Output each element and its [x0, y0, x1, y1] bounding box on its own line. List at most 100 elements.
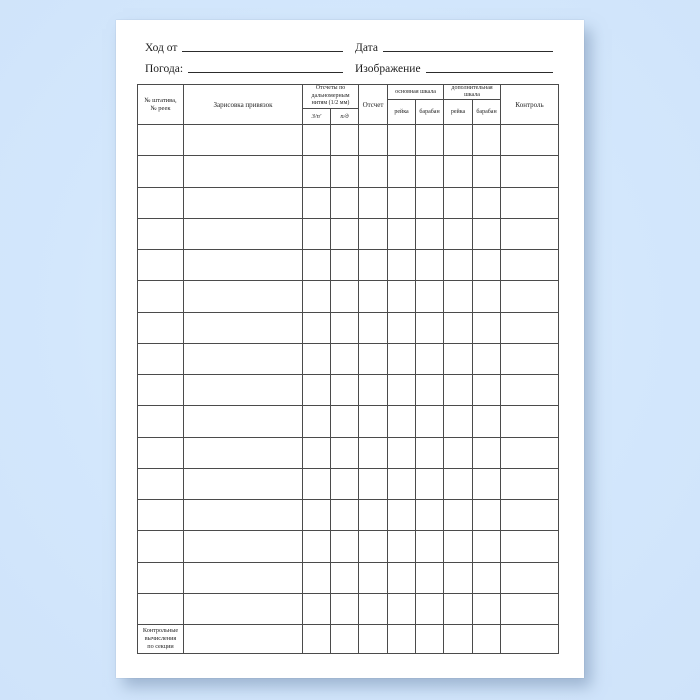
body-cell: [472, 467, 502, 501]
body-cell: [415, 373, 445, 407]
body-cell: [500, 186, 560, 219]
body-cell: [302, 155, 331, 188]
body-cell: [302, 592, 331, 626]
body-row: [137, 530, 560, 563]
body-cell: [358, 155, 389, 188]
col-header-sketch: Зарисовка привязок: [183, 84, 303, 125]
leveling-journal-table: № штатива, № реек Зарисовка привязок Отс…: [137, 84, 560, 654]
footer-cell: [302, 624, 331, 654]
body-cell: [500, 280, 560, 313]
body-cell: [500, 123, 560, 157]
body-cell: [302, 373, 331, 407]
footer-label-cell: Контрольные вычисления по секции: [137, 624, 184, 654]
body-cell: [137, 155, 184, 188]
body-row: [137, 186, 560, 219]
body-cell: [302, 311, 331, 344]
body-cell: [443, 342, 474, 376]
footer-cell: [329, 624, 360, 654]
body-cell: [443, 436, 474, 469]
body-cell: [329, 373, 360, 407]
body-cell: [358, 186, 389, 219]
body-cell: [500, 405, 560, 438]
col-header-stadia-group: Отсчеты по дальномерным нитям (1/2 мм): [301, 84, 360, 109]
footer-row: Контрольные вычисления по секции: [137, 624, 560, 654]
field-image-label: Изображение: [355, 63, 421, 75]
field-date-blank-line: [382, 50, 553, 52]
body-cell: [302, 186, 331, 219]
body-cell: [443, 561, 474, 594]
body-cell: [137, 280, 184, 313]
body-cell: [387, 436, 417, 469]
body-cell: [500, 530, 560, 563]
body-cell: [329, 123, 360, 157]
body-row: [137, 311, 560, 344]
body-cell: [137, 311, 184, 344]
body-cell: [183, 467, 303, 501]
journal-sheet: Ход от Дата Погода: Изображение № штатив…: [116, 20, 584, 678]
body-cell: [443, 530, 474, 563]
body-cell: [415, 123, 445, 157]
body-cell: [137, 217, 184, 251]
body-cell: [329, 248, 360, 282]
body-cell: [183, 280, 303, 313]
body-cell: [443, 311, 474, 344]
body-row: [137, 342, 560, 376]
body-cell: [302, 248, 331, 282]
body-cell: [358, 248, 389, 282]
body-cell: [500, 373, 560, 407]
body-cell: [137, 498, 184, 532]
body-row: [137, 123, 560, 157]
body-row: [137, 436, 560, 469]
body-cell: [443, 123, 474, 157]
body-cell: [387, 592, 417, 626]
body-cell: [472, 436, 502, 469]
col-header-main-rail: рейка: [387, 99, 417, 125]
body-cell: [137, 467, 184, 501]
body-cell: [472, 186, 502, 219]
body-cell: [500, 311, 560, 344]
body-cell: [302, 436, 331, 469]
body-cell: [183, 155, 303, 188]
body-cell: [472, 217, 502, 251]
col-header-control: Контроль: [500, 84, 560, 125]
body-cell: [387, 311, 417, 344]
body-cell: [472, 342, 502, 376]
body-cell: [415, 530, 445, 563]
body-cell: [329, 467, 360, 501]
col-header-station: № штатива, № реек: [137, 84, 184, 125]
body-cell: [358, 592, 389, 626]
body-cell: [415, 186, 445, 219]
body-cell: [137, 592, 184, 626]
body-cell: [302, 280, 331, 313]
body-cell: [387, 373, 417, 407]
body-cell: [500, 155, 560, 188]
footer-cell: [183, 624, 303, 654]
body-cell: [358, 217, 389, 251]
footer-cell: [443, 624, 474, 654]
body-cell: [137, 530, 184, 563]
body-cell: [415, 311, 445, 344]
body-cell: [472, 405, 502, 438]
body-cell: [329, 498, 360, 532]
field-image: Изображение: [355, 62, 553, 75]
body-cell: [302, 530, 331, 563]
body-cell: [387, 342, 417, 376]
body-cell: [302, 123, 331, 157]
body-cell: [183, 123, 303, 157]
body-cell: [415, 592, 445, 626]
body-cell: [302, 342, 331, 376]
col-header-stadia-back: З/п′: [302, 108, 331, 125]
field-date-label: Дата: [355, 42, 378, 54]
body-cell: [137, 123, 184, 157]
body-cell: [443, 498, 474, 532]
body-cell: [472, 248, 502, 282]
col-header-extra-rail: рейка: [443, 99, 474, 125]
body-cell: [387, 405, 417, 438]
body-cell: [443, 280, 474, 313]
col-header-extra-scale-group: дополнительная шкала: [443, 84, 502, 100]
body-cell: [358, 561, 389, 594]
body-cell: [358, 467, 389, 501]
body-cell: [302, 405, 331, 438]
body-cell: [183, 342, 303, 376]
body-cell: [302, 498, 331, 532]
